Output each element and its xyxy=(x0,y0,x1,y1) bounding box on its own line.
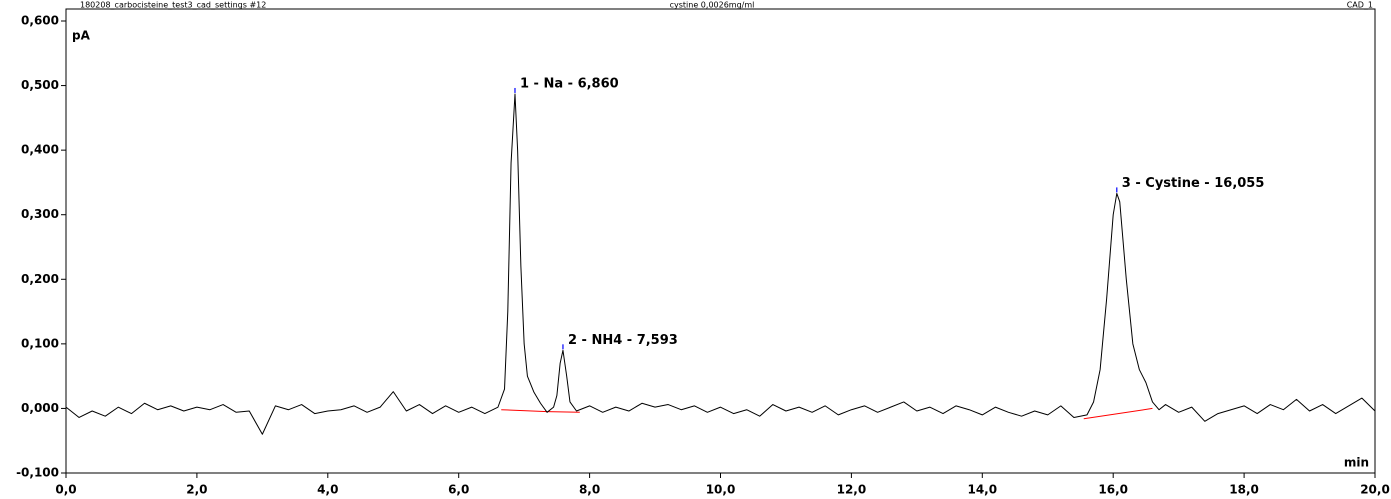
y-tick-label: 0,100 xyxy=(21,336,59,350)
x-tick-label: 18,0 xyxy=(1229,483,1259,497)
chart-subtitle: cystine 0,0026mg/ml xyxy=(670,1,755,10)
peak-baseline xyxy=(1083,407,1153,420)
y-tick-label: 0,400 xyxy=(21,143,59,157)
x-tick-label: 14,0 xyxy=(967,483,997,497)
x-tick-label: 20,0 xyxy=(1360,483,1390,497)
x-tick-label: 6,0 xyxy=(448,483,469,497)
channel-label: CAD_1 xyxy=(1347,1,1373,10)
x-tick-label: 4,0 xyxy=(317,483,338,497)
chart-title: 180208_carbocisteine_test3_cad_settings … xyxy=(80,1,266,10)
peak-label: 3 - Cystine - 16,055 xyxy=(1122,176,1265,191)
x-tick-label: 8,0 xyxy=(579,483,600,497)
x-tick-label: 0,0 xyxy=(55,483,76,497)
plot-frame xyxy=(65,8,1376,474)
y-tick-label: 0,000 xyxy=(21,401,59,415)
y-tick-label: 0,500 xyxy=(21,78,59,92)
peak-baseline xyxy=(501,409,548,413)
y-tick-label: -0,100 xyxy=(16,466,59,480)
peak-label: 1 - Na - 6,860 xyxy=(520,76,619,91)
y-tick-label: 0,600 xyxy=(21,14,59,28)
x-tick-label: 10,0 xyxy=(706,483,736,497)
peak-label: 2 - NH4 - 7,593 xyxy=(568,333,678,348)
x-tick-label: 2,0 xyxy=(186,483,207,497)
trace xyxy=(65,93,1376,435)
x-tick-label: 12,0 xyxy=(837,483,867,497)
peak-baseline xyxy=(547,411,580,413)
x-axis-unit: min xyxy=(1344,456,1369,470)
y-tick-label: 0,300 xyxy=(21,207,59,221)
y-axis-unit: pA xyxy=(72,29,91,43)
y-tick-label: 0,200 xyxy=(21,272,59,286)
x-tick-label: 16,0 xyxy=(1098,483,1128,497)
